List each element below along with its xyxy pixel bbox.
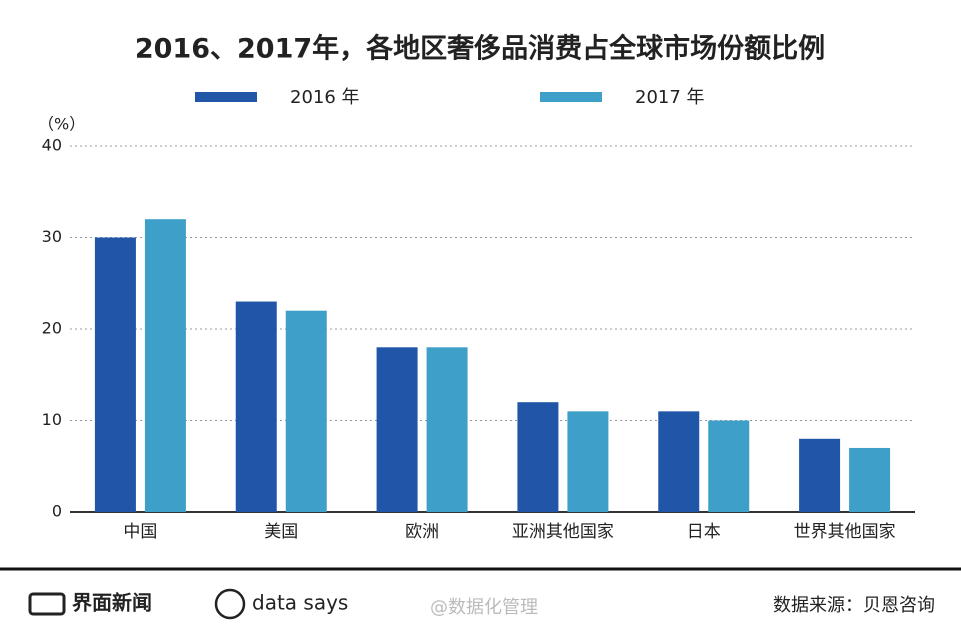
x-tick-label: 美国 [264,522,298,542]
x-tick-label: 日本 [687,522,721,542]
x-tick-label: 亚洲其他国家 [512,522,614,542]
x-tick-label: 中国 [123,522,157,542]
bar [708,420,750,512]
watermark: @数据化管理 [430,597,538,618]
x-tick-label: 世界其他国家 [794,522,896,542]
y-tick-label: 0 [52,502,62,521]
brand-icon [28,592,66,616]
y-tick-label: 20 [42,319,62,338]
bar [799,438,841,512]
bar [517,402,559,512]
y-tick-label: 30 [42,227,62,246]
footer-source: 数据来源：贝恩咨询 [773,595,935,616]
footer-brand: 界面新闻 [72,591,152,615]
bar [235,301,277,512]
brand2-icon [214,588,246,620]
y-tick-label: 10 [42,410,62,429]
bar [94,237,136,512]
legend-swatch [195,92,257,102]
bar [376,347,418,512]
legend-label: 2017 年 [635,87,705,108]
y-axis-label: （%） [38,115,85,134]
legend-label: 2016 年 [290,87,360,108]
bar [426,347,468,512]
chart-title: 2016、2017年，各地区奢侈品消费占全球市场份额比例 [135,33,825,65]
x-tick-label: 欧洲 [405,522,439,542]
y-tick-label: 40 [42,136,62,155]
footer-brand2: data says [252,591,348,615]
bar [658,411,700,512]
bar [285,310,327,512]
bar [849,447,891,512]
legend-swatch [540,92,602,102]
bar [144,219,186,512]
bar [567,411,609,512]
